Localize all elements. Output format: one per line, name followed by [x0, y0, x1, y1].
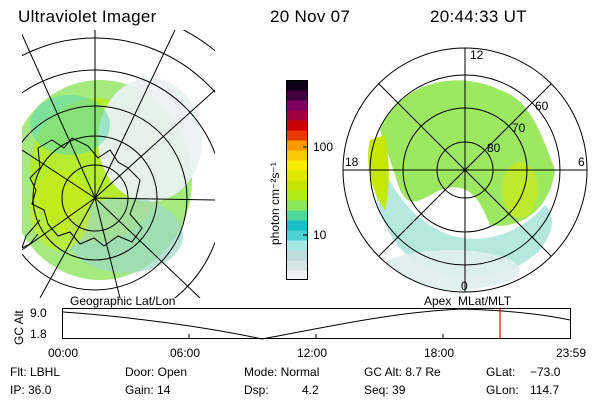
- magnetic-caption: Apex MLat/MLT: [424, 294, 512, 308]
- colorbar-cell: [286, 140, 308, 151]
- colorbar-cell: [286, 120, 308, 131]
- altitude-xtick-0000: 00:00: [48, 346, 79, 360]
- colorbar-cell: [286, 150, 308, 161]
- altitude-ytick-bottom: 1.8: [30, 327, 47, 341]
- colorbar-tick-10: 10: [313, 228, 327, 242]
- colorbar-cell: [286, 250, 308, 261]
- gain-info: Gain: 14: [125, 383, 171, 397]
- auroral-patch: [30, 170, 90, 250]
- altitude-xtick-1200: 12:00: [297, 346, 328, 360]
- date-label: 20 Nov 07: [270, 7, 351, 26]
- geographic-caption: Geographic Lat/Lon: [70, 294, 176, 308]
- dayside-gap: [98, 78, 202, 202]
- auroral-patch: [502, 162, 538, 218]
- altitude-ylabel: GC Alt: [12, 310, 26, 345]
- colorbar: [286, 80, 308, 280]
- mlat-label-60: 60: [535, 99, 549, 113]
- auroral-patch: [30, 95, 110, 155]
- geographic-image: [22, 30, 215, 298]
- colorbar-cell: [286, 130, 308, 141]
- altitude-curve: [62, 308, 571, 340]
- colorbar-cell: [286, 90, 308, 101]
- mlt-label-12: 12: [470, 48, 484, 62]
- colorbar-tick-100: 100: [313, 140, 334, 154]
- glat-value: −73.0: [530, 365, 561, 379]
- altitude-xtick-0600: 06:00: [170, 346, 201, 360]
- mlt-label-6: 6: [578, 155, 585, 169]
- dsp-value: 4.2: [302, 383, 319, 397]
- colorbar-cell: [286, 180, 308, 191]
- glon-value: 114.7: [530, 383, 560, 397]
- colorbar-cell: [286, 110, 308, 121]
- auroral-patch: [368, 135, 389, 210]
- mode-info: Mode: Normal: [244, 365, 320, 379]
- colorbar-cell: [286, 260, 308, 271]
- auroral-oval-night: [373, 150, 552, 277]
- filter-info: Flt: LBHL: [10, 365, 61, 379]
- coastline: [29, 137, 143, 247]
- colorbar-cell: [286, 80, 308, 91]
- colorbar-cell: [286, 200, 308, 211]
- colorbar-cell: [286, 230, 308, 241]
- colorbar-cell: [286, 170, 308, 181]
- mlt-label-0: 0: [461, 279, 468, 293]
- colorbar-cell: [286, 100, 308, 111]
- colorbar-unit-label: photon cm⁻²s⁻¹: [268, 162, 282, 245]
- instrument-title: Ultraviolet Imager: [18, 7, 157, 26]
- altitude-xtick-1800: 18:00: [424, 346, 455, 360]
- colorbar-cell: [286, 190, 308, 201]
- coastline: [22, 219, 41, 249]
- door-info: Door: Open: [125, 365, 188, 379]
- mlat-label-70: 70: [512, 121, 526, 135]
- gc-alt-info: GC Alt: 8.7 Re: [364, 365, 441, 379]
- auroral-haze: [380, 250, 520, 290]
- colorbar-cell: [286, 220, 308, 231]
- ip-info: IP: 36.0: [10, 383, 52, 397]
- time-label: 20:44:33 UT: [430, 7, 527, 26]
- dsp-label: Dsp:: [244, 383, 269, 397]
- magnetic-polar-plot: 12 18 6 0 60 70 80: [342, 47, 588, 293]
- colorbar-cell: [286, 270, 308, 280]
- glon-label: GLon:: [486, 383, 519, 397]
- mlt-label-18: 18: [345, 155, 359, 169]
- altitude-plot: [62, 308, 571, 340]
- colorbar-cell: [286, 210, 308, 221]
- mlat-label-80: 80: [487, 141, 501, 155]
- seq-info: Seq: 39: [364, 383, 406, 397]
- altitude-xtick-2359: 23:59: [556, 346, 587, 360]
- colorbar-cell: [286, 160, 308, 171]
- colorbar-cell: [286, 240, 308, 251]
- altitude-ytick-top: 9.0: [30, 306, 47, 320]
- glat-label: GLat:: [486, 365, 516, 379]
